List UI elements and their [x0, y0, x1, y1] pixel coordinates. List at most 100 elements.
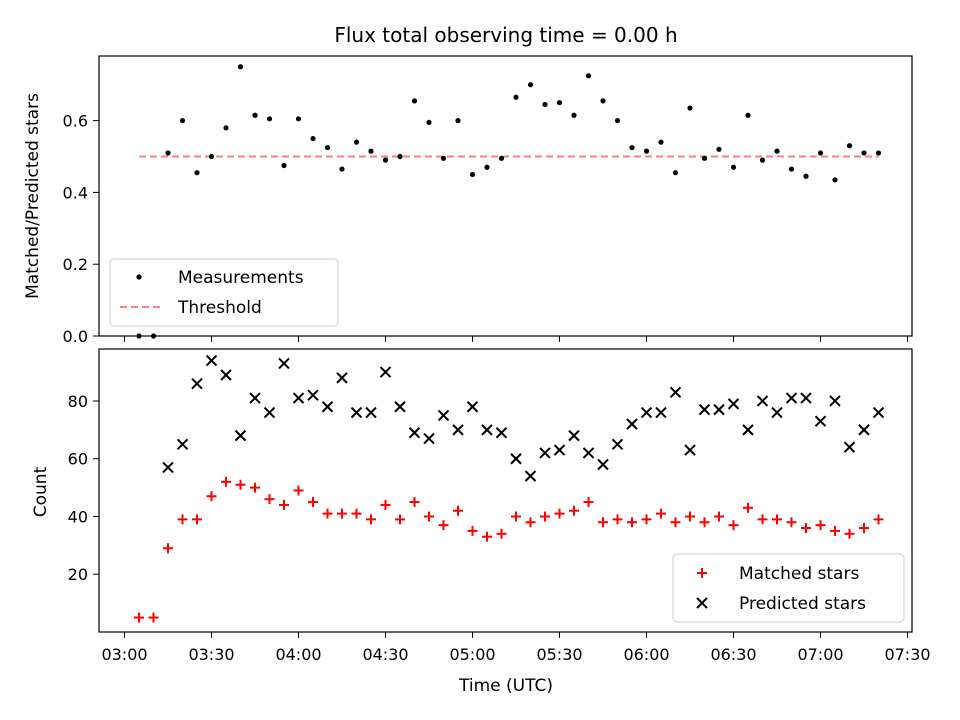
measurement-point	[440, 155, 447, 161]
measurement-point	[542, 101, 548, 108]
legend-matched-label: Matched stars	[739, 564, 859, 584]
matched-star-point	[409, 497, 420, 508]
predicted-star-point	[191, 377, 203, 390]
bottom-legend: Matched stars Predicted stars	[672, 553, 905, 623]
matched-star-point	[699, 517, 710, 528]
matched-star-point	[453, 505, 463, 516]
matched-star-point	[250, 482, 260, 493]
predicted-star-point	[756, 395, 769, 407]
predicted-star-point	[249, 392, 261, 404]
predicted-star-point	[568, 429, 580, 442]
legend-threshold-label: Threshold	[177, 298, 262, 318]
predicted-star-point	[626, 418, 638, 430]
matched-star-point	[670, 517, 681, 528]
matched-star-point	[627, 517, 637, 528]
predicted-star-point	[495, 427, 508, 439]
predicted-star-point	[800, 392, 812, 404]
predicted-star-point	[205, 354, 218, 367]
matched-star-point	[467, 525, 478, 536]
legend-predicted-marker	[696, 597, 708, 609]
measurement-point	[730, 164, 737, 170]
matched-star-point	[873, 514, 884, 525]
predicted-star-point	[684, 444, 696, 456]
measurement-point	[281, 162, 287, 169]
predicted-star-point	[843, 441, 856, 453]
legend-matched-marker	[697, 568, 707, 578]
measurement-point	[556, 100, 563, 106]
predicted-star-point	[292, 392, 305, 404]
matched-star-point	[308, 497, 318, 508]
matched-star-point	[772, 514, 782, 525]
x-tick-label: 05:00	[449, 645, 495, 664]
measurement-point	[861, 150, 867, 156]
measurement-point	[803, 173, 809, 179]
matched-star-point	[337, 508, 347, 519]
measurement-point	[469, 171, 476, 178]
measurement-point	[527, 82, 534, 88]
predicted-star-point	[481, 424, 493, 436]
predicted-star-point	[234, 429, 247, 442]
measurement-point	[846, 143, 853, 149]
measurement-point	[397, 153, 403, 160]
predicted-star-point	[771, 406, 783, 419]
matched-star-point	[859, 523, 869, 534]
matched-star-point	[366, 514, 376, 525]
predicted-star-point	[640, 406, 653, 419]
measurement-point	[788, 166, 795, 172]
measurement-point	[339, 166, 345, 172]
predicted-star-point	[742, 424, 754, 436]
matched-star-point	[496, 528, 507, 539]
x-tick-label: 06:30	[710, 645, 756, 664]
top-y-tick-label: 0.0	[63, 327, 88, 346]
matched-star-point	[351, 508, 362, 519]
predicted-star-point	[307, 389, 319, 401]
measurement-point	[411, 98, 418, 104]
legend-measurements-label: Measurements	[178, 268, 304, 288]
measurement-point	[368, 148, 374, 154]
matched-star-point	[743, 502, 753, 513]
x-tick-label: 07:00	[797, 645, 843, 664]
predicted-star-point	[611, 438, 624, 451]
matched-star-point	[221, 476, 231, 487]
measurement-point	[382, 157, 389, 163]
predicted-star-point	[858, 424, 870, 436]
chart-title: Flux total observing time = 0.00 h	[334, 23, 677, 47]
measurement-point	[701, 155, 708, 161]
x-tick-label: 04:30	[362, 645, 408, 664]
predicted-star-point	[510, 453, 522, 465]
predicted-star-point	[466, 401, 479, 413]
predicted-star-point	[553, 444, 566, 456]
top-y-tick-label: 0.2	[63, 255, 88, 274]
measurement-point	[875, 150, 882, 156]
matched-star-point	[786, 517, 797, 528]
measurement-point	[759, 157, 766, 163]
x-axis-label: Time (UTC)	[458, 676, 553, 696]
measurement-point	[643, 148, 650, 154]
measurement-point	[295, 116, 302, 122]
measurement-point	[600, 98, 606, 104]
bottom-legend-box	[672, 553, 905, 623]
matched-star-point	[192, 514, 202, 525]
top-y-tick-label: 0.4	[63, 183, 88, 202]
measurement-point	[658, 139, 664, 145]
predicted-star-point	[379, 366, 392, 378]
matched-star-point	[134, 612, 144, 623]
measurement-point	[266, 116, 273, 122]
matched-star-point	[264, 494, 275, 505]
matched-star-point	[728, 520, 739, 531]
predicted-star-point	[582, 447, 595, 459]
matched-star-point	[235, 479, 246, 490]
predicted-star-point	[176, 438, 189, 451]
measurement-point	[774, 148, 780, 154]
matched-star-point	[830, 525, 840, 536]
top-panel: 0.0 0.2 0.4 0.6 Matched/Predicted stars Mea…	[23, 55, 913, 346]
x-tick-label: 05:30	[536, 645, 582, 664]
measurement-point	[832, 177, 838, 183]
matched-star-point	[844, 528, 855, 539]
measurement-point	[324, 144, 331, 151]
legend-measurements-marker	[136, 274, 142, 280]
predicted-star-point	[408, 427, 421, 439]
matched-star-point	[380, 499, 391, 510]
matched-star-point	[685, 511, 695, 522]
matched-star-point	[554, 508, 565, 519]
